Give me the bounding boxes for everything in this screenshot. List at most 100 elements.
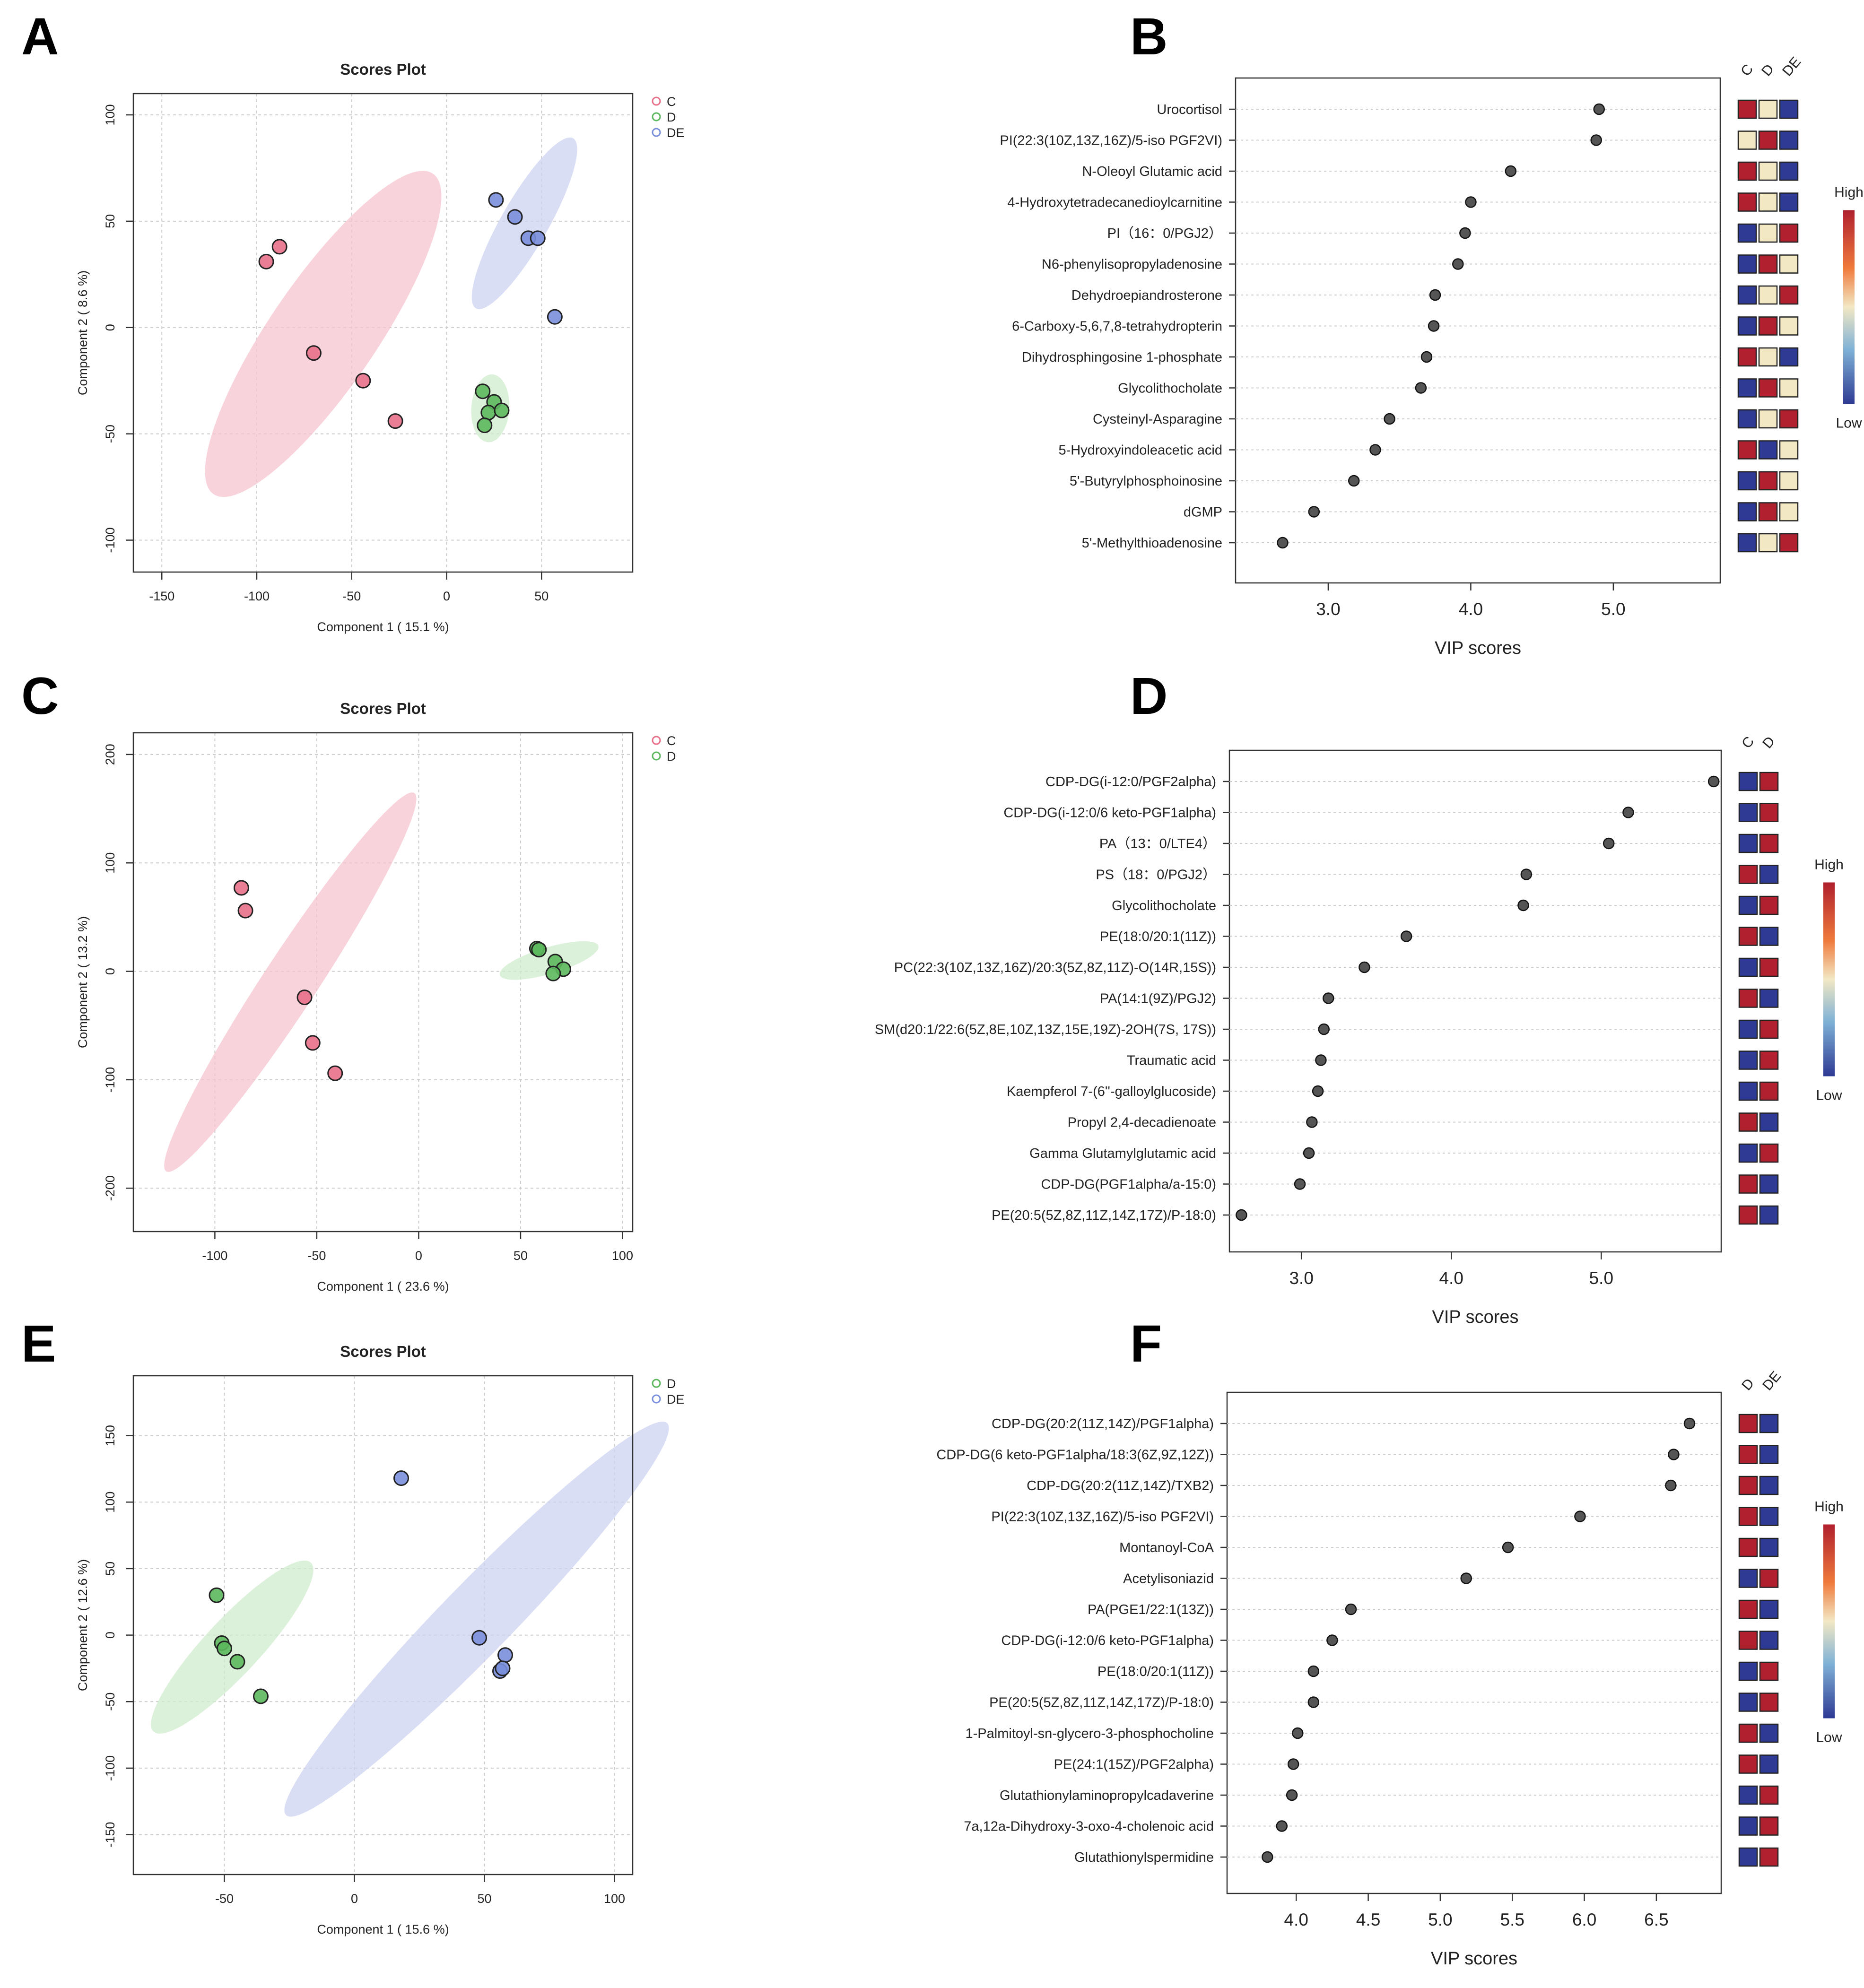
x-tick-label: 100 (604, 1892, 625, 1906)
vip-dot (1384, 413, 1395, 425)
metabolite-label: PA（13：0/LTE4） (1099, 836, 1216, 851)
heat-column-header: C (1738, 61, 1756, 79)
metabolite-label: SM(d20:1/22:6(5Z,8E,10Z,13Z,15E,19Z)-2OH… (875, 1022, 1216, 1037)
data-point-DE (530, 230, 546, 246)
heatmap-cell (1759, 1631, 1779, 1650)
y-tick-label: 100 (103, 1492, 117, 1513)
vip-dot (1590, 134, 1602, 146)
heatmap-cell (1759, 895, 1779, 915)
metabolite-label: PA(PGE1/22:1(13Z)) (1088, 1602, 1214, 1617)
metabolite-label: 7a,12a-Dihydroxy-3-oxo-4-cholenoic acid (964, 1819, 1214, 1834)
heatmap-cell (1758, 347, 1778, 367)
heatmap-cell (1737, 223, 1757, 243)
legend-marker-DE (652, 1394, 661, 1404)
y-tick-label: 100 (103, 852, 117, 874)
legend-marker-D (652, 112, 661, 122)
heatmap-cell (1738, 1174, 1758, 1194)
metabolite-label: 6-Carboxy-5,6,7,8-tetrahydropterin (1012, 319, 1222, 334)
x-tick-label: -50 (307, 1249, 326, 1263)
panel-letter: D (1130, 667, 1167, 725)
heatmap-cell (1759, 865, 1779, 884)
metabolite-label: PE(18:0/20:1(11Z)) (1100, 929, 1216, 945)
plot-frame (1235, 77, 1721, 584)
colorbar-high-label: High (1814, 1499, 1844, 1515)
colorbar (1823, 882, 1835, 1076)
x-tick-label: 5.0 (1589, 1268, 1613, 1288)
y-tick-label: -100 (103, 1067, 117, 1093)
heatmap-cell (1759, 1537, 1779, 1557)
y-tick-label: 150 (103, 1425, 117, 1446)
confidence-ellipse-D (151, 1560, 314, 1734)
heatmap-cell (1758, 254, 1778, 274)
confidence-ellipse-DE (284, 1422, 669, 1817)
legend-label: D (667, 110, 676, 124)
x-tick-label: 5.0 (1601, 599, 1625, 619)
heatmap-cell (1737, 533, 1757, 553)
data-point-D (545, 965, 561, 981)
y-axis-label: Component 2 ( 8.6 %) (76, 270, 90, 395)
heatmap-cell (1779, 254, 1799, 274)
metabolite-label: 5'-Methylthioadenosine (1082, 536, 1222, 551)
vip-dot (1287, 1758, 1299, 1770)
x-tick-label: 4.5 (1356, 1910, 1380, 1929)
metabolite-label: PI(22:3(10Z,13Z,16Z)/5-iso PGF2VI) (1000, 133, 1222, 148)
x-tick-label: 50 (534, 589, 549, 603)
x-tick-label: 0 (351, 1892, 358, 1906)
heatmap-cell (1759, 1019, 1779, 1039)
vip-dot (1428, 320, 1440, 332)
heatmap-cell (1738, 1661, 1758, 1681)
metabolite-label: Montanoyl-CoA (1119, 1540, 1214, 1555)
data-point-DE (495, 1660, 511, 1676)
vip-dot (1502, 1541, 1514, 1554)
x-tick-label: -150 (149, 589, 174, 603)
y-tick-label: 50 (103, 1562, 117, 1576)
heatmap-cell (1758, 99, 1778, 119)
metabolite-label: CDP-DG(6 keto-PGF1alpha/18:3(6Z,9Z,12Z)) (936, 1448, 1214, 1463)
metabolite-label: CDP-DG(i-12:0/6 keto-PGF1alpha) (1001, 1633, 1214, 1649)
metabolite-label: N6-phenylisopropyladenosine (1042, 257, 1222, 272)
metabolite-label: PC(22:3(10Z,13Z,16Z)/20:3(5Z,8Z,11Z)-O(1… (894, 960, 1216, 975)
plot-title: Scores Plot (340, 700, 426, 717)
heatmap-cell (1759, 1205, 1779, 1225)
y-tick-label: 0 (103, 968, 117, 975)
y-tick-label: 0 (103, 1632, 117, 1639)
vip-dot (1306, 1116, 1318, 1128)
plot-title: Scores Plot (340, 61, 426, 78)
confidence-ellipse-DE (471, 137, 577, 309)
metabolite-label: PS（18：0/PGJ2） (1096, 868, 1216, 883)
vip-dot (1452, 258, 1464, 270)
heatmap-cell (1759, 1143, 1779, 1163)
x-tick-label: 3.0 (1289, 1268, 1313, 1288)
confidence-ellipse-C (164, 792, 417, 1172)
vip-dot (1460, 1572, 1472, 1584)
metabolite-label: CDP-DG(20:2(11Z,14Z)/TXB2) (1027, 1478, 1214, 1493)
x-axis-label: VIP scores (1435, 638, 1521, 658)
heatmap-cell (1737, 409, 1757, 429)
metabolite-label: Propyl 2,4-decadienoate (1068, 1115, 1216, 1130)
vip-dot (1707, 775, 1720, 788)
vip-dot (1574, 1511, 1586, 1522)
vip-dot (1593, 103, 1605, 115)
heatmap-cell (1759, 1476, 1779, 1495)
vip-dot (1517, 899, 1529, 912)
plot-frame (132, 732, 634, 1233)
heatmap-cell (1759, 1050, 1779, 1070)
x-tick-label: 6.0 (1572, 1910, 1596, 1929)
heatmap-cell (1779, 502, 1799, 521)
data-point-C (296, 990, 313, 1006)
x-tick-label: 100 (612, 1249, 633, 1263)
y-tick-label: 200 (103, 744, 117, 765)
x-tick-label: 4.0 (1459, 599, 1483, 619)
heatmap-cell (1738, 895, 1758, 915)
vip-plot-B: B Urocortisol PI(22:3(10Z,13Z,16Z)/5-iso P… (1000, 8, 1863, 658)
data-point-D (480, 405, 496, 421)
legend-marker-D (652, 751, 661, 761)
heatmap-cell (1738, 989, 1758, 1008)
x-axis-label: Component 1 ( 15.6 %) (317, 1922, 449, 1936)
heatmap-cell (1759, 1507, 1779, 1526)
metabolite-label: 5'-Butyrylphosphoinosine (1070, 474, 1222, 489)
vip-dot (1345, 1603, 1357, 1615)
heatmap-cell (1738, 1081, 1758, 1101)
legend-label: D (667, 749, 676, 764)
